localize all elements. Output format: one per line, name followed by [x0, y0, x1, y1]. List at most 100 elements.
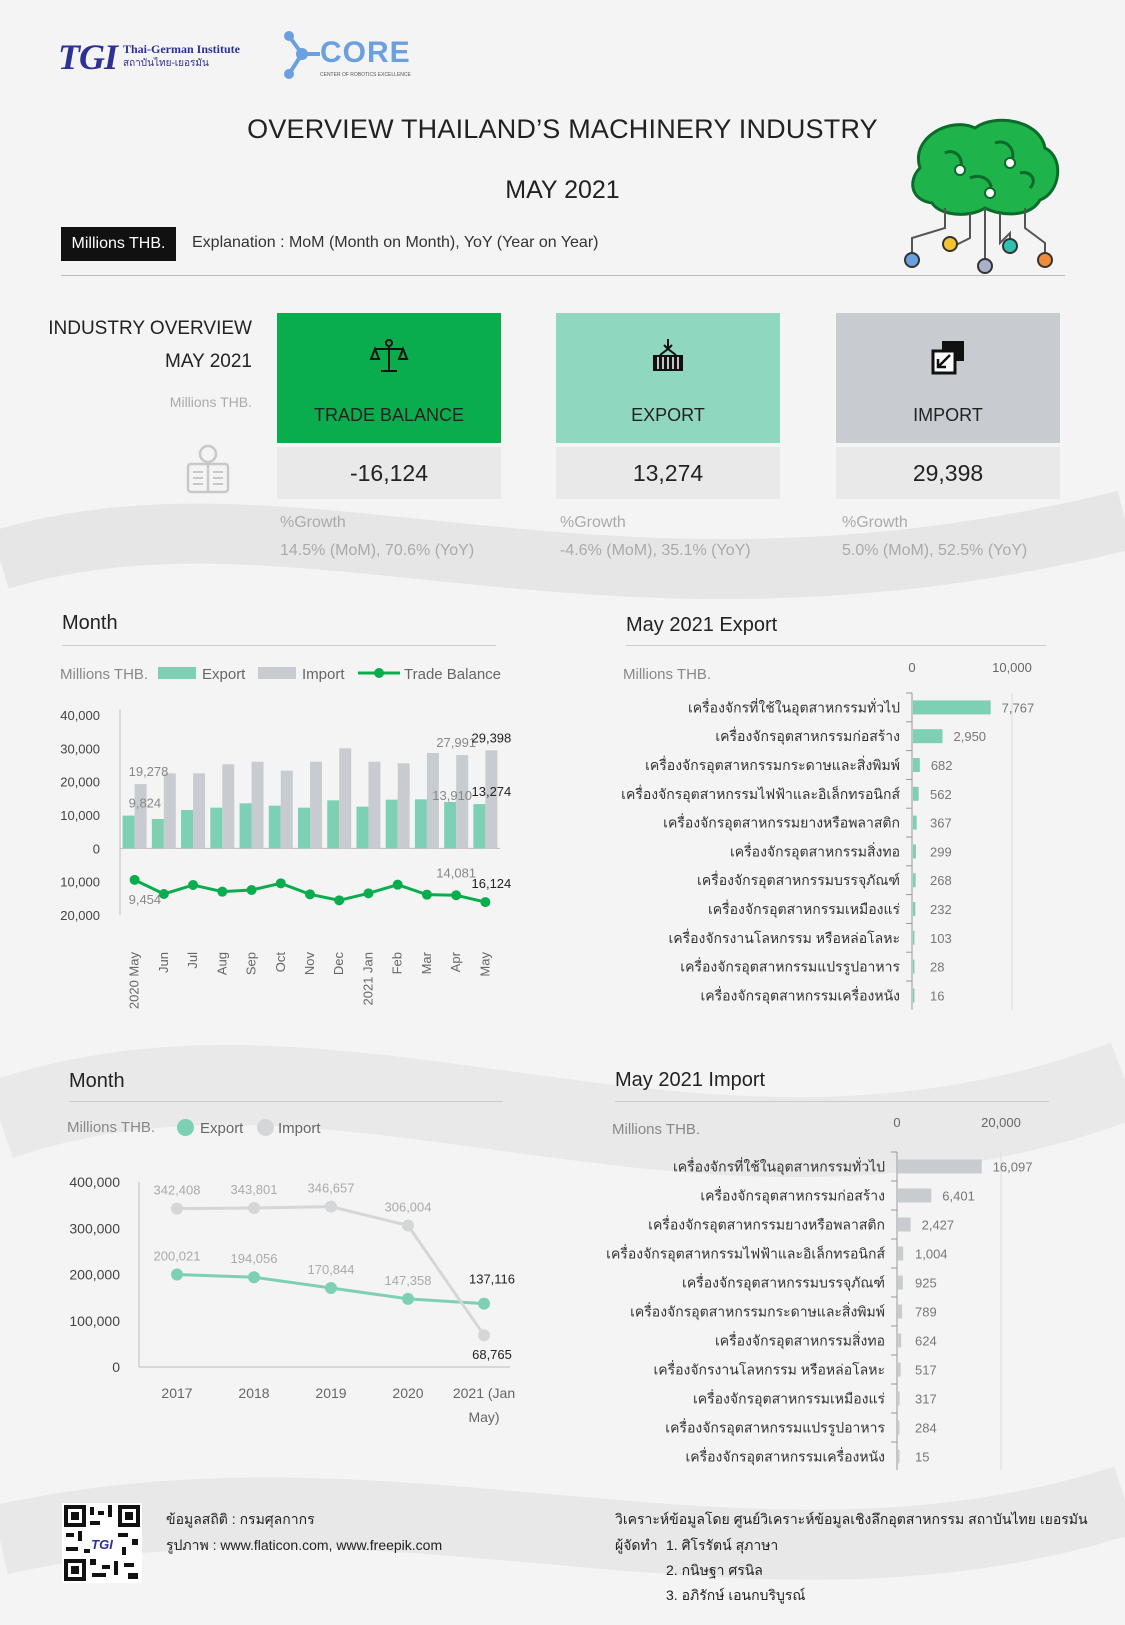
trade-balance-point [275, 878, 286, 889]
trade-balance-point [451, 890, 462, 901]
export-point [325, 1281, 337, 1294]
category-label: เครื่องจักรอุตสาหกรรมเหมืองแร่ [708, 900, 901, 918]
footer-author-2: 2. กนิษฐา ศรนิล [666, 1562, 763, 1578]
import-growth-label: %Growth [842, 514, 908, 531]
value-label: 367 [930, 816, 952, 831]
export-chart-unit: Millions THB. [623, 666, 712, 683]
value-bar [913, 902, 916, 916]
x-tick-label: Nov [302, 952, 317, 976]
y-tick-label: 100,000 [69, 1313, 120, 1329]
category-label: เครื่องจักรอุตสาหกรรมไฟฟ้าและอิเล็กทรอนิ… [606, 1245, 885, 1263]
value-label: 7,767 [1002, 700, 1035, 715]
x-tick-label: 2019 [315, 1385, 346, 1401]
robot-arm-icon [284, 31, 320, 79]
footer-authors-label: ผู้จัดทำ [615, 1537, 658, 1553]
overview-unit: Millions THB. [169, 394, 252, 410]
export-point [171, 1268, 183, 1281]
y-tick-label: 0 [112, 1359, 120, 1375]
import-bar [310, 761, 322, 849]
value-label: 317 [915, 1392, 937, 1407]
category-label: เครื่องจักรอุตสาหกรรมยางหรือพลาสติก [663, 814, 900, 832]
x-tick-label: 2020 [392, 1385, 423, 1401]
trade-balance-point [421, 889, 432, 900]
import-bar [280, 770, 293, 849]
x-tick-label: Apr [448, 951, 463, 972]
qr-logo-text: TGI [91, 1537, 113, 1552]
qr-code-icon: TGI [62, 1503, 142, 1583]
value-bar [913, 873, 916, 888]
category-label: เครื่องจักรอุตสาหกรรมยางหรือพลาสติก [648, 1216, 885, 1234]
overview-heading: INDUSTRY OVERVIEW [48, 318, 252, 339]
x-tick-label: Jun [156, 952, 171, 973]
unit-badge: Millions THB. [61, 227, 176, 261]
legend-export-label: Export [202, 666, 246, 683]
x-tick-label: Feb [390, 952, 405, 974]
scale-icon [369, 339, 409, 372]
legend-export-swatch [158, 667, 196, 679]
category-label: เครื่องจักรงานโลหกรรม หรือหล่อโลหะ [653, 1361, 885, 1378]
trade-balance-label: TRADE BALANCE [313, 405, 465, 425]
x-tick-label: Mar [419, 951, 434, 974]
value-label: 232 [930, 902, 952, 917]
value-label: 2,427 [922, 1218, 955, 1233]
value-bar [898, 1420, 900, 1435]
y-tick-label: 0 [93, 841, 100, 856]
explanation-text: Explanation : MoM (Month on Month), YoY … [192, 234, 599, 251]
value-label: 925 [915, 1276, 937, 1291]
value-label: 682 [931, 758, 953, 773]
value-bar [898, 1449, 900, 1464]
x-tick-label: 0 [908, 660, 915, 675]
yearly-legend-import-label: Import [278, 1120, 321, 1137]
trade-balance-value: -16,124 [277, 447, 501, 499]
import-by-category-chart: 0 20,000 เครื่องจักรที่ใช้ในอุตสาหกรรมทั่ว… [606, 1115, 1032, 1470]
import-value: 29,398 [836, 447, 1060, 499]
monthly-chart-title: Month [62, 612, 118, 634]
category-label: เครื่องจักรอุตสาหกรรมสิ่งทอ [715, 1332, 885, 1350]
page-subtitle: MAY 2021 [505, 176, 620, 204]
import-bar [222, 764, 235, 849]
value-bar [913, 844, 916, 859]
import-bar [163, 773, 176, 849]
y-tick-label: 30,000 [60, 741, 100, 756]
value-bar [913, 959, 915, 974]
y-tick-label: 20,000 [60, 908, 100, 923]
value-bar [913, 758, 920, 772]
yearly-legend-import-dot [257, 1119, 274, 1136]
footer-source: ข้อมูลสถิติ : กรมศุลกากร [166, 1511, 315, 1527]
yearly-legend-export-label: Export [200, 1120, 244, 1137]
monthly-trade-chart: 40,000 30,000 20,000 10,000 0 10,000 20,000 202… [60, 708, 511, 1010]
import-bar [134, 784, 147, 849]
trade-balance-point [305, 889, 315, 900]
trade-balance-point [480, 897, 491, 908]
value-bar [913, 729, 943, 744]
import-point [248, 1201, 260, 1214]
import-bar [426, 753, 439, 849]
core-logo: CORE CENTER OF ROBOTICS EXCELLENCE [280, 26, 420, 84]
export-card: EXPORT [556, 313, 780, 443]
data-label: 170,844 [308, 1262, 355, 1277]
header-divider [61, 275, 1065, 276]
x-tick-label: 2020 May [127, 952, 142, 1010]
export-bar [327, 800, 340, 849]
export-bar [298, 807, 310, 849]
category-label: เครื่องจักรอุตสาหกรรมไฟฟ้าและอิเล็กทรอนิ… [621, 785, 900, 803]
export-label: EXPORT [631, 405, 705, 425]
data-label: 68,765 [472, 1347, 512, 1362]
export-growth-label: %Growth [560, 514, 626, 531]
export-bar [239, 803, 252, 849]
export-growth: -4.6% (MoM), 35.1% (YoY) [560, 542, 751, 559]
data-label: 194,056 [231, 1251, 278, 1266]
category-label: เครื่องจักรอุตสาหกรรมกระดาษและสิ่งพิมพ์ [645, 756, 900, 774]
value-label: 103 [930, 931, 952, 946]
trade-balance-point [217, 886, 228, 897]
x-tick-label: Dec [331, 952, 346, 976]
export-bar [268, 805, 281, 849]
category-label: เครื่องจักรอุตสาหกรรมเครื่องหนัง [685, 1448, 885, 1466]
data-label: 346,657 [308, 1181, 355, 1196]
category-label: เครื่องจักรอุตสาหกรรมเหมืองแร่ [693, 1390, 886, 1408]
legend-trade-balance-label: Trade Balance [404, 666, 502, 683]
value-bar [898, 1246, 904, 1261]
x-tick-label: 2021 Jan [360, 952, 375, 1006]
export-bar [210, 807, 223, 849]
